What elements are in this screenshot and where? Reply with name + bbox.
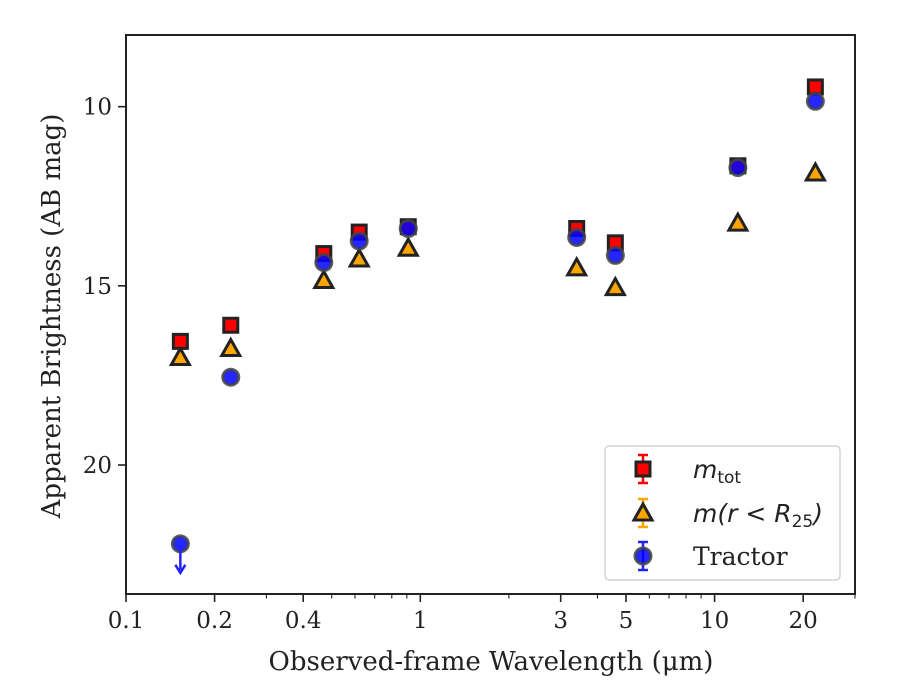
series-triangle: [168, 160, 827, 366]
legend: mtot m(r < R25) Tractor: [604, 445, 841, 581]
series-circle: [170, 91, 825, 576]
plot-frame: [125, 34, 856, 595]
circle-point-5: [567, 227, 587, 247]
legend-marker-triangle: [631, 500, 655, 522]
circle-point-8: [805, 91, 825, 111]
y-tick-label-1: 15: [83, 274, 112, 300]
x-axis: 0.1 0.2 0.4 1 3 5 10 20: [108, 594, 856, 634]
y-tick-label-2: 20: [83, 453, 112, 479]
x-tick-label-1: 0.2: [196, 608, 233, 634]
legend-marker-square: [634, 460, 652, 478]
square-point-1: [222, 316, 240, 334]
x-tick-label-4: 3: [553, 608, 568, 634]
circle-point-3: [349, 231, 369, 251]
square-point-8: [806, 78, 824, 96]
y-axis-label: Apparent Brightness (AB mag): [37, 114, 67, 520]
triangle-point-0: [168, 345, 192, 366]
triangle-point-8: [803, 160, 827, 182]
triangle-point-5: [565, 255, 589, 277]
legend-label-1: m(r < R25): [693, 499, 823, 532]
triangle-point-6: [603, 275, 627, 297]
circle-point-7: [728, 158, 748, 178]
x-tick-label-3: 1: [413, 608, 428, 634]
plot-marks: [168, 78, 827, 576]
y-tick-label-0: 10: [83, 95, 112, 121]
x-tick-label-6: 10: [700, 608, 729, 634]
legend-label-0: mtot: [693, 455, 741, 488]
circle-point-1: [221, 367, 241, 387]
triangle-point-1: [219, 336, 243, 358]
circle-point-2: [314, 253, 334, 273]
circle-point-4: [398, 219, 418, 238]
x-tick-label-7: 20: [789, 608, 818, 634]
series-square: [171, 78, 824, 350]
triangle-point-7: [726, 211, 750, 232]
legend-label-2: Tractor: [693, 542, 788, 571]
triangle-point-3: [347, 246, 371, 268]
x-tick-label-2: 0.4: [285, 608, 322, 634]
x-tick-label-0: 0.1: [108, 608, 145, 634]
circle-point-6: [605, 245, 625, 265]
y-axis: 10 15 20: [83, 95, 126, 479]
upper-limit-arrow: [174, 543, 187, 576]
legend-box: [604, 445, 841, 581]
square-point-0: [171, 332, 189, 350]
triangle-point-4: [396, 236, 420, 257]
triangle-point-2: [312, 268, 336, 289]
x-tick-label-5: 5: [619, 608, 634, 634]
legend-marker-circle: [633, 546, 653, 566]
x-axis-label: Observed-frame Wavelength (μm): [269, 647, 714, 677]
